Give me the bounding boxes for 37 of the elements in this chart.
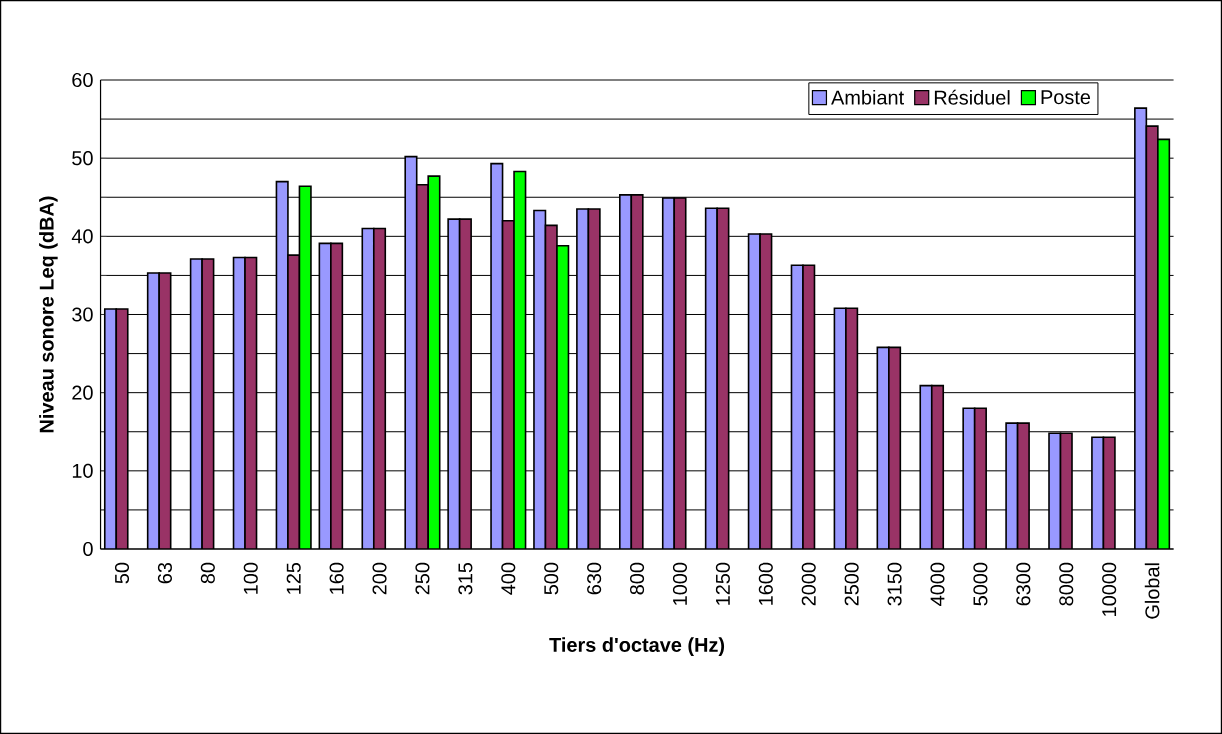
x-tick-label: 3150 xyxy=(887,562,902,606)
x-tick-label: 400 xyxy=(501,562,516,595)
y-tick-label: 20 xyxy=(72,385,93,400)
y-tick-label: 40 xyxy=(71,229,93,244)
x-tick-label: 2500 xyxy=(844,562,859,606)
y-tick-label: 30 xyxy=(72,307,93,322)
x-tick-label: 1000 xyxy=(672,562,688,605)
x-tick-label: 8000 xyxy=(1059,562,1074,606)
legend-label: Ambiant xyxy=(831,89,904,105)
x-tick-label: 160 xyxy=(329,562,344,594)
x-tick-label: 1600 xyxy=(758,562,773,605)
x-tick-label: 630 xyxy=(587,562,602,595)
x-tick-label: 6300 xyxy=(1016,562,1031,606)
x-tick-label: Global xyxy=(1144,563,1160,619)
x-tick-label: 250 xyxy=(415,562,430,595)
y-tick-label: 60 xyxy=(72,72,93,88)
x-tick-label: 50 xyxy=(114,562,130,584)
legend-label: Résiduel xyxy=(934,89,1010,105)
x-tick-label: 2000 xyxy=(801,562,816,606)
y-tick-label: 0 xyxy=(83,541,93,557)
x-tick-label: 80 xyxy=(200,562,215,584)
x-tick-label: 100 xyxy=(243,562,258,594)
x-tick-label: 800 xyxy=(630,562,645,595)
x-axis-title: Tiers d'octave (Hz) xyxy=(549,637,725,656)
y-tick-label: 10 xyxy=(72,463,93,478)
x-tick-label: 63 xyxy=(157,562,172,584)
x-tick-label: 4000 xyxy=(930,562,945,606)
x-tick-label: 200 xyxy=(372,562,387,595)
x-tick-label: 125 xyxy=(286,562,301,594)
legend-label: Poste xyxy=(1041,90,1091,105)
y-tick-label: 50 xyxy=(72,151,93,166)
x-tick-label: 315 xyxy=(458,562,473,595)
x-tick-label: 5000 xyxy=(973,562,988,606)
x-tick-label: 10000 xyxy=(1102,562,1117,616)
y-axis-title: Niveau sonore Leq (dBA) xyxy=(39,196,58,433)
x-tick-label: 1250 xyxy=(715,562,730,605)
x-tick-label: 500 xyxy=(544,562,559,595)
